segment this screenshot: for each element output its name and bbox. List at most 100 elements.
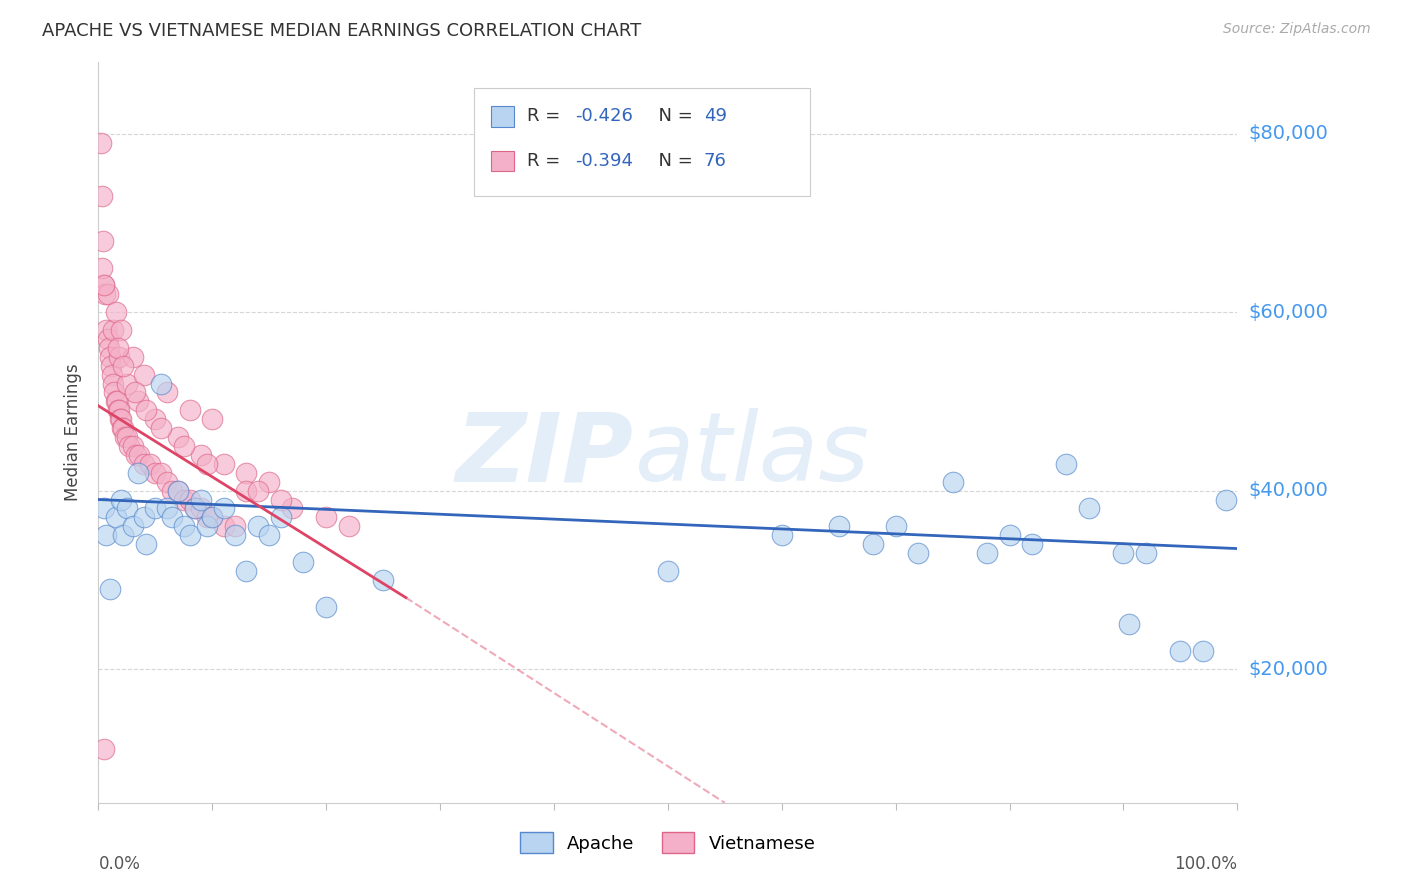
Point [145,412,167,426]
Point [138,457,160,471]
Point [115,501,138,516]
Text: atlas: atlas [634,409,869,501]
Text: 100.0%: 100.0% [1174,855,1237,872]
Point [337,519,360,533]
Point [246,519,269,533]
Point [315,599,337,614]
Point [259,528,281,542]
Point [201,510,224,524]
Text: Source: ZipAtlas.com: Source: ZipAtlas.com [1223,22,1371,37]
Point [121,519,143,533]
Text: $60,000: $60,000 [1249,302,1329,322]
Point [127,394,149,409]
Point [1135,546,1157,560]
Point [371,573,394,587]
Point [167,430,190,444]
Point [212,501,235,516]
Text: 0.0%: 0.0% [98,855,141,872]
Point [125,448,148,462]
Point [110,412,132,426]
Point [270,510,292,524]
Point [98,582,121,596]
Point [224,519,246,533]
Point [90,136,112,150]
Point [259,475,281,489]
FancyBboxPatch shape [491,151,513,171]
Point [998,528,1021,542]
Text: R =: R = [527,152,567,169]
Point [135,403,157,417]
Point [1078,501,1101,516]
Point [173,439,195,453]
Point [315,510,337,524]
Point [179,492,201,507]
Point [173,492,195,507]
Point [127,466,149,480]
Point [657,564,679,578]
Point [162,510,184,524]
Point [195,510,218,524]
Point [118,439,141,453]
Point [862,537,884,551]
Point [93,278,115,293]
Point [115,430,138,444]
Point [907,546,929,560]
Text: -0.394: -0.394 [575,152,633,169]
Point [1054,457,1078,471]
Text: APACHE VS VIETNAMESE MEDIAN EARNINGS CORRELATION CHART: APACHE VS VIETNAMESE MEDIAN EARNINGS COR… [42,22,641,40]
Point [132,510,155,524]
Point [173,519,195,533]
Point [121,439,143,453]
Point [281,501,304,516]
Point [93,742,115,756]
Point [246,483,269,498]
Text: 76: 76 [704,152,727,169]
Point [110,492,132,507]
Point [201,510,224,524]
Point [1021,537,1043,551]
Text: -0.426: -0.426 [575,108,633,126]
Point [156,475,179,489]
Point [112,359,135,373]
Point [190,492,212,507]
Point [132,368,155,382]
Point [121,350,143,364]
Point [156,501,179,516]
Point [91,234,114,248]
Point [135,537,157,551]
Point [224,528,246,542]
Point [103,376,125,391]
Point [107,341,129,355]
Point [108,412,131,426]
Point [167,483,190,498]
Point [110,323,132,337]
Point [1192,644,1215,658]
Point [212,519,235,533]
Text: R =: R = [527,108,567,126]
Point [292,555,315,569]
Point [1215,492,1237,507]
Point [884,519,907,533]
Point [235,564,257,578]
Point [96,287,118,301]
Text: N =: N = [647,108,699,126]
Text: N =: N = [647,152,699,169]
Text: $40,000: $40,000 [1249,481,1329,500]
Point [103,385,125,400]
Point [108,403,131,417]
Point [100,359,122,373]
Point [114,430,136,444]
Point [98,350,121,364]
Point [104,510,127,524]
Point [104,394,127,409]
Text: $80,000: $80,000 [1249,124,1329,144]
Point [97,341,120,355]
Point [235,483,257,498]
Y-axis label: Median Earnings: Median Earnings [65,364,83,501]
Point [212,457,235,471]
Point [156,385,179,400]
Point [132,457,155,471]
Point [190,448,212,462]
Point [150,421,173,435]
Point [179,403,201,417]
